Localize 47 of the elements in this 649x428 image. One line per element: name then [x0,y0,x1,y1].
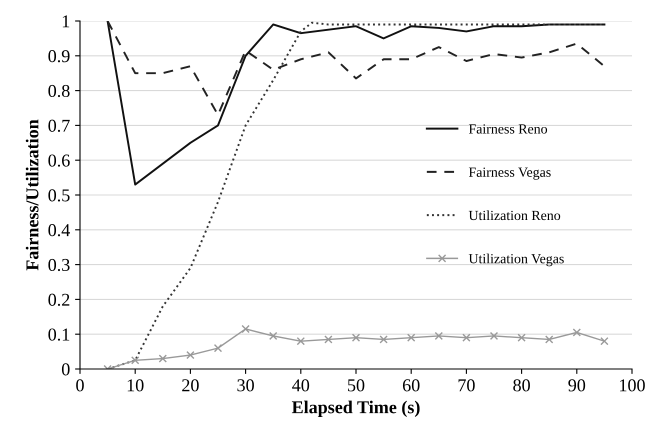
point [296,336,305,346]
y-tick-label: 0.6 [48,154,70,167]
y-tick-label: 0.9 [48,50,70,62]
x-tick-label: 20 [182,379,199,392]
point [572,328,581,337]
x-tick-label: 10 [128,379,144,392]
y-tick-label: 0.4 [48,224,70,236]
line-series [106,21,606,186]
x-tick-label: 100 [620,379,645,392]
y-tick-label: 0 [62,363,70,376]
point [462,334,471,342]
point [545,335,554,344]
point [324,335,333,344]
x-tick-label: 50 [348,379,364,392]
point [186,350,195,360]
x-tick-label: 90 [568,379,586,392]
y-tick-label: 0.5 [48,189,70,202]
x-tick-label: 60 [402,379,420,392]
point [600,336,609,346]
y-axis-title: Fairness/Utilization [26,120,38,270]
y-tick-label: 0.1 [48,328,70,341]
x-tick-label: 0 [76,379,84,392]
point [379,335,388,344]
legend-label: Utilization Vegas [468,254,564,266]
point [241,324,250,334]
point [131,356,140,364]
x-tick-label: 40 [292,379,310,392]
legend-label: Fairness Vegas [468,168,551,180]
y-tick-label: 0.8 [48,84,70,98]
point [434,332,443,340]
point [158,354,167,363]
y-tick-label: 0.7 [48,120,70,132]
point [407,334,416,342]
x-tick-label: 70 [458,379,475,392]
y-tick-label: 0.2 [48,294,70,306]
x-axis-title: Elapsed Time (s) [292,400,420,418]
point [352,334,360,342]
legend-label: Fairness Reno [468,124,548,134]
point [269,332,278,340]
legend-label: Utilization Reno [468,210,560,220]
y-tick-label: 1 [62,15,70,28]
point [517,334,526,342]
x-tick-label: 80 [513,379,530,392]
point [490,332,498,340]
y-tick-label: 0.3 [48,258,70,272]
x-tick-label: 30 [237,379,254,392]
point [214,344,222,352]
